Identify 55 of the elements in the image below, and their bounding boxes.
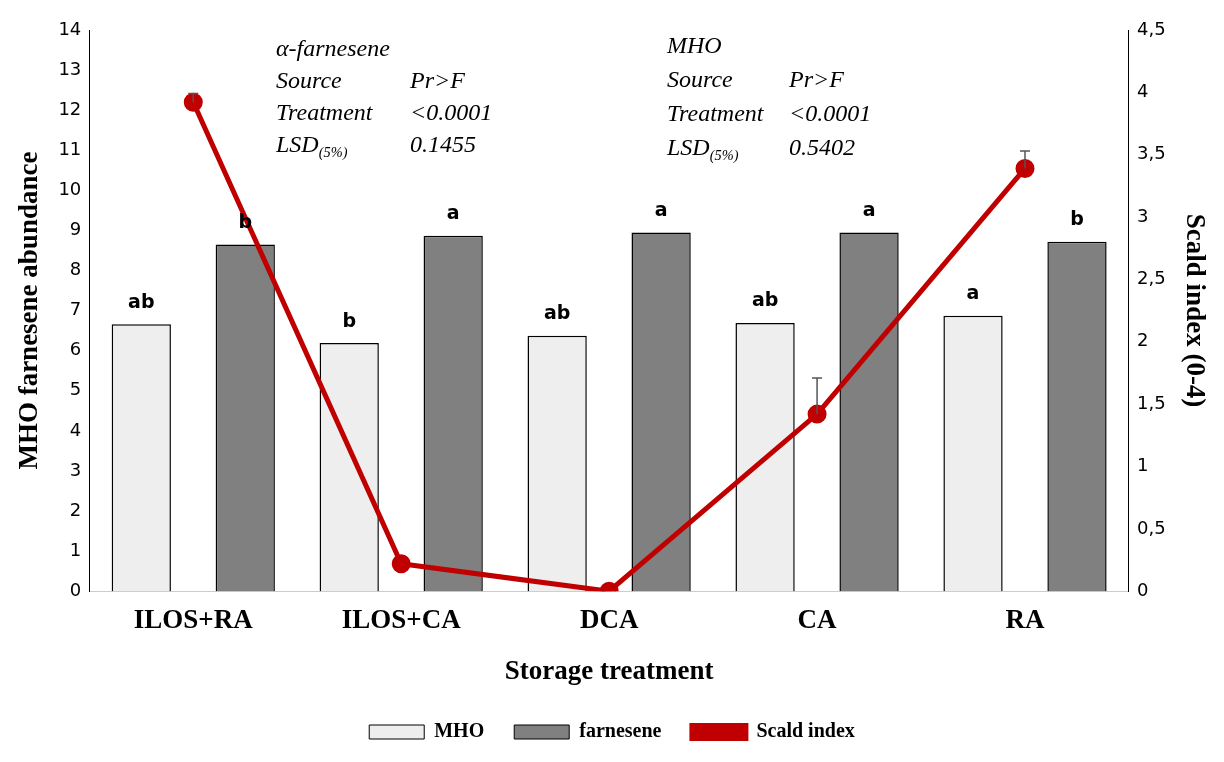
- x-tick-label: RA: [1005, 604, 1046, 635]
- point: [807, 404, 827, 424]
- y2-tick-label: 0,5: [1136, 516, 1166, 538]
- y2-tick-label: 1,5: [1136, 391, 1166, 413]
- y2-tick-label: 4,5: [1136, 17, 1166, 39]
- point: [183, 92, 203, 112]
- text: Source Pr>F: [667, 66, 844, 93]
- x-axis-title: Storage treatment: [504, 654, 714, 685]
- y-tick-label: 12: [58, 97, 82, 119]
- x-tick-label: CA: [797, 604, 838, 635]
- legend-label: farnesene: [579, 719, 662, 742]
- text: Treatment <0.0001: [276, 99, 493, 126]
- annotation: ab: [128, 289, 155, 312]
- y-tick-label: 0: [69, 578, 82, 600]
- y-tick-label: 1: [69, 538, 82, 560]
- y-tick-label: 4: [69, 418, 82, 440]
- y-tick-label: 9: [69, 218, 82, 240]
- y2-tick-label: 0: [1136, 578, 1149, 600]
- y2-tick-label: 4: [1136, 80, 1149, 102]
- annotation: ab: [543, 301, 571, 324]
- y2-tick-label: 3: [1136, 204, 1149, 226]
- annotation: a: [966, 281, 980, 304]
- y-tick-label: 14: [58, 17, 82, 39]
- y2-tick-label: 3,5: [1136, 142, 1166, 164]
- annotation: b: [342, 308, 357, 331]
- x-tick-label: ILOS+CA: [341, 604, 462, 635]
- y2-tick-label: 1: [1136, 454, 1149, 476]
- annotation: ab: [751, 288, 779, 311]
- legend-label: Scald index: [756, 719, 855, 742]
- annotation: α-farnesene: [276, 35, 391, 62]
- annotation: a: [446, 201, 460, 224]
- y-tick-label: 13: [58, 57, 82, 79]
- y-tick-label: 11: [58, 137, 82, 159]
- x-tick-label: ILOS+RA: [133, 604, 254, 635]
- y-tick-label: 8: [69, 258, 82, 280]
- point: [1015, 158, 1035, 178]
- y2-axis-title: Scald index (0-4): [1180, 213, 1211, 408]
- y2-tick-label: 2: [1136, 329, 1149, 351]
- legend-label: MHO: [434, 719, 485, 742]
- y2-tick-label: 2,5: [1136, 267, 1166, 289]
- y-tick-label: 5: [69, 378, 82, 400]
- y-tick-label: 2: [69, 498, 82, 520]
- annotation: MHO: [666, 32, 722, 59]
- x-tick-label: DCA: [579, 604, 639, 635]
- y-tick-label: 7: [69, 298, 82, 320]
- point: [391, 554, 411, 574]
- y-tick-label: 10: [58, 178, 82, 200]
- y-axis-title: MHO farnesene abundance: [13, 151, 44, 470]
- annotation: a: [862, 197, 876, 220]
- annotation: b: [1070, 207, 1084, 230]
- y-tick-label: 3: [69, 458, 82, 480]
- y-tick-label: 6: [69, 338, 82, 360]
- text: Source Pr>F: [276, 67, 465, 94]
- annotation: Treatment <0.0001: [667, 100, 872, 127]
- annotation: a: [654, 197, 668, 220]
